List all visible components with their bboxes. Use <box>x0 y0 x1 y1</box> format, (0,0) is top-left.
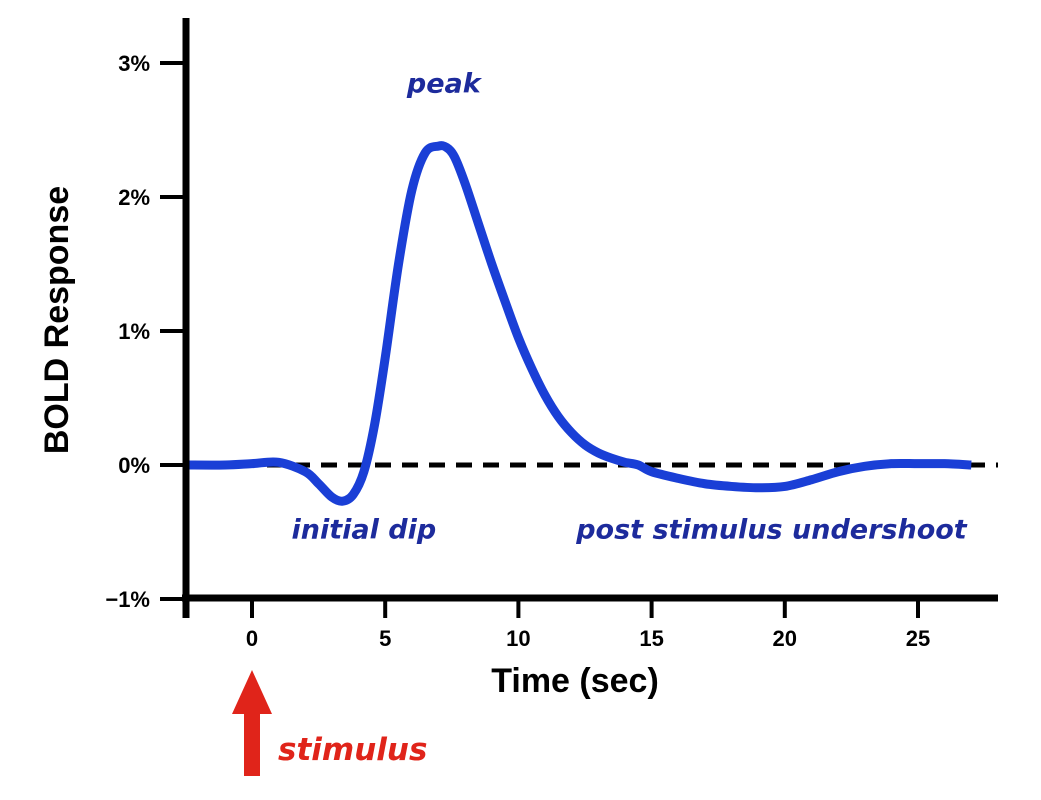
x-tick-label: 0 <box>246 626 258 651</box>
stimulus-arrow-icon <box>232 670 272 776</box>
x-tick-label: 15 <box>639 626 663 651</box>
stimulus-label: stimulus <box>278 732 427 768</box>
x-tick-label: 5 <box>379 626 391 651</box>
y-tick-label: −1% <box>105 587 150 612</box>
x-tick-label: 20 <box>773 626 797 651</box>
x-tick-label: 10 <box>506 626 530 651</box>
y-tick-label: 3% <box>118 51 150 76</box>
annotation-label: post stimulus undershoot <box>575 515 968 546</box>
series-line-bold-response <box>185 141 972 506</box>
x-axis-title: Time (sec) <box>491 662 659 700</box>
y-tick-label: 1% <box>118 319 150 344</box>
x-tick-label: 25 <box>906 626 930 651</box>
y-tick-label: 0% <box>118 453 150 478</box>
annotation-label: peak <box>406 68 483 99</box>
annotation-label: initial dip <box>292 515 437 546</box>
y-axis-title: BOLD Response <box>38 186 76 454</box>
y-tick-label: 2% <box>118 185 150 210</box>
